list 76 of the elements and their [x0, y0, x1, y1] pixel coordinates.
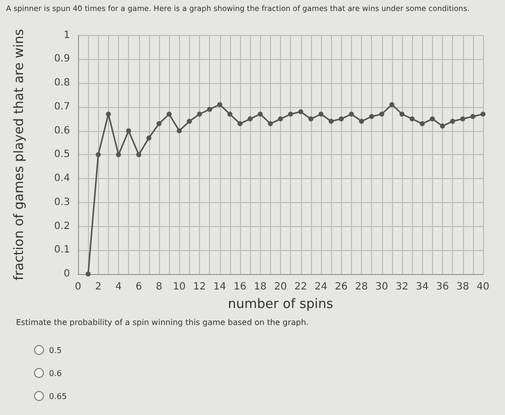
- text: 0.65: [49, 392, 67, 400]
- point: [359, 118, 364, 124]
- point: [480, 112, 486, 117]
- point: [166, 112, 172, 117]
- point: [227, 112, 232, 117]
- y-tick-label: 0.7: [54, 101, 70, 112]
- y-tick-label: 0.5: [54, 149, 70, 160]
- point: [217, 102, 222, 108]
- point: [278, 116, 283, 122]
- x-tick-label: 24: [314, 282, 328, 292]
- y-tick-label: 0.4: [54, 173, 70, 184]
- y-tick-label: 1: [64, 30, 70, 41]
- point: [328, 118, 334, 124]
- x-tick-label: 2: [95, 282, 102, 292]
- point: [207, 106, 212, 112]
- point: [450, 118, 456, 124]
- point: [348, 112, 354, 117]
- y-tick-label: 0.9: [54, 54, 70, 65]
- point: [238, 121, 242, 126]
- x-tick-label: 18: [254, 282, 267, 292]
- point: [440, 124, 445, 129]
- point: [369, 114, 374, 119]
- x-tick-label: 6: [136, 282, 142, 292]
- text: Estimate the probability of a spin winning this game based on the graph.: [16, 318, 309, 327]
- point: [410, 116, 415, 122]
- y-tick-label: 0.1: [54, 244, 70, 256]
- x-axis-title: number of spins: [228, 297, 334, 312]
- x-tick-label: 34: [416, 282, 429, 292]
- x-tick-label: 22: [294, 282, 308, 292]
- x-tick-label: 30: [375, 282, 388, 292]
- point: [197, 112, 202, 117]
- point: [389, 102, 394, 108]
- point: [318, 112, 324, 117]
- x-tick-label: 36: [436, 282, 449, 292]
- point: [136, 152, 142, 158]
- point: [176, 128, 182, 134]
- y-tick-label: 0.3: [54, 196, 70, 208]
- point: [460, 116, 466, 122]
- x-tick-label: 0: [74, 282, 82, 292]
- point: [116, 152, 121, 158]
- x-tick-label: 14: [213, 282, 226, 292]
- x-tick-label: 16: [234, 282, 246, 292]
- x-tick-label: 38: [456, 282, 470, 292]
- point: [146, 135, 152, 140]
- point: [96, 152, 101, 158]
- x-tick-label: 32: [396, 282, 408, 292]
- point: [288, 112, 294, 117]
- point: [430, 116, 435, 122]
- y-tick-label: 0.8: [54, 78, 70, 89]
- x-tick-label: 40: [476, 282, 490, 292]
- point: [308, 116, 314, 122]
- point: [186, 118, 192, 124]
- x-tick-label: 8: [156, 282, 162, 292]
- point: [379, 112, 384, 117]
- x-tick-label: 28: [355, 282, 368, 292]
- y-tick-label: 0.6: [54, 125, 70, 136]
- x-tick-label: 20: [274, 282, 287, 292]
- point: [248, 116, 253, 122]
- point: [470, 114, 476, 119]
- point: [298, 109, 304, 114]
- point: [126, 128, 132, 134]
- y-axis-title: fraction of games played that are wins: [12, 28, 27, 280]
- point: [338, 116, 344, 122]
- x-tick-label: 26: [334, 282, 348, 292]
- point: [156, 121, 162, 126]
- x-tick-label: 4: [115, 282, 122, 292]
- point: [106, 112, 111, 117]
- x-tick-label: 10: [172, 282, 186, 292]
- point: [400, 112, 404, 117]
- x-tick-label: 12: [193, 282, 206, 292]
- point: [258, 112, 263, 117]
- point: [86, 272, 91, 276]
- point: [420, 121, 425, 126]
- point: [268, 121, 273, 126]
- y-tick-label: 0: [64, 268, 70, 280]
- y-tick-label: 0.2: [54, 220, 70, 232]
